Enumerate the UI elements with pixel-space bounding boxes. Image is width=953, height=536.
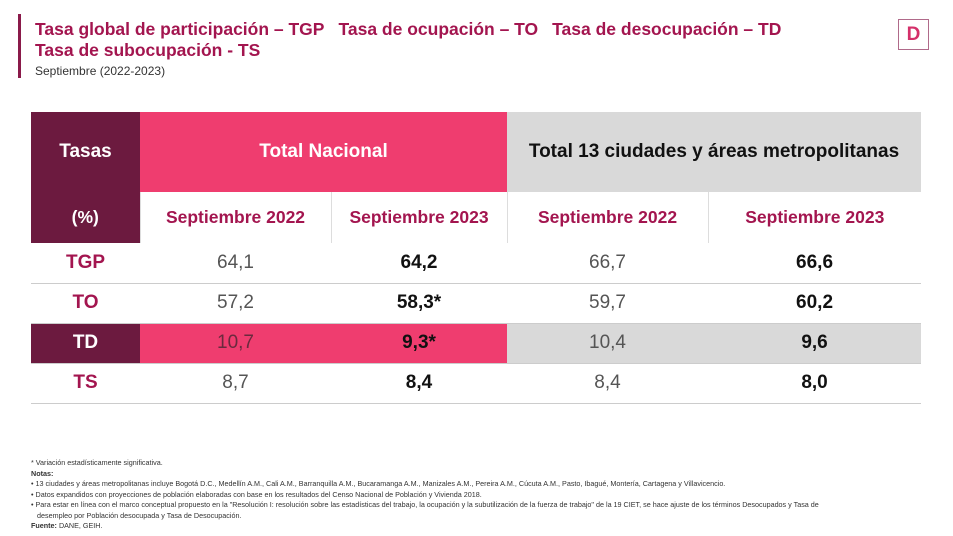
cell: 57,2 (140, 283, 331, 324)
asterisk-note: * Variación estadísticamente significati… (31, 458, 163, 467)
cell: 66,7 (507, 243, 709, 284)
row-label: TO (31, 283, 140, 324)
cell: 9,3* (331, 323, 508, 364)
row-label: TD (31, 323, 140, 364)
cell: 8,7 (140, 363, 331, 404)
period-header: Septiembre 2022 (140, 192, 332, 243)
note-item: desempleo por Población desocupada y Tas… (37, 510, 242, 520)
cell: 64,1 (140, 243, 331, 284)
table-row: TS 8,7 8,4 8,4 8,0 (31, 363, 922, 404)
dane-logo: D (898, 19, 929, 50)
cell: 10,7 (140, 323, 331, 364)
row-label: TGP (31, 243, 140, 284)
table-row: TO 57,2 58,3* 59,7 60,2 (31, 283, 922, 324)
accent-bar (18, 14, 21, 78)
title-td: Tasa de desocupación – TD (552, 19, 782, 39)
cell: 9,6 (708, 323, 922, 364)
cell: 10,4 (507, 323, 709, 364)
footnotes: * Variación estadísticamente significati… (31, 458, 911, 532)
cell: 64,2 (331, 243, 508, 284)
note-item: • Datos expandidos con proyecciones de p… (31, 489, 482, 499)
title-to: Tasa de ocupación – TO (338, 19, 539, 39)
unit-header: (%) (31, 192, 141, 243)
cell: 8,4 (331, 363, 508, 404)
row-label: TS (31, 363, 140, 404)
page-title: Tasa global de participación – TGP Tasa d… (35, 19, 855, 61)
period-header: Septiembre 2022 (507, 192, 709, 243)
source-text: DANE, GEIH. (56, 521, 103, 530)
period-header: Septiembre 2023 (331, 192, 508, 243)
cell: 8,0 (708, 363, 922, 404)
title-ts: Tasa de subocupación - TS (35, 40, 261, 60)
period-header: Septiembre 2023 (745, 207, 885, 227)
cell: 59,7 (507, 283, 709, 324)
table-row: TD 10,7 9,3* 10,4 9,6 (31, 323, 922, 364)
group-header-nacional: Total Nacional (140, 112, 508, 192)
rates-table: Tasas Total Nacional Total 13 ciudades y… (31, 112, 922, 404)
source-label: Fuente: (31, 521, 57, 530)
subtitle: Septiembre (2022-2023) (35, 64, 166, 78)
group-header-13-ciudades: Total 13 ciudades y áreas metropolitanas (507, 112, 922, 192)
cell: 60,2 (708, 283, 922, 324)
cell: 66,6 (708, 243, 922, 284)
cell: 8,4 (507, 363, 709, 404)
corner-header: Tasas (31, 112, 140, 192)
cell: 58,3* (331, 283, 508, 324)
notes-label: Notas: (31, 468, 54, 478)
table-row: TGP 64,1 64,2 66,7 66,6 (31, 243, 922, 284)
note-item: • 13 ciudades y áreas metropolitanas inc… (31, 479, 726, 488)
title-tgp: Tasa global de participación – TGP (35, 19, 325, 39)
note-item: • Para estar en línea con el marco conce… (31, 500, 819, 509)
